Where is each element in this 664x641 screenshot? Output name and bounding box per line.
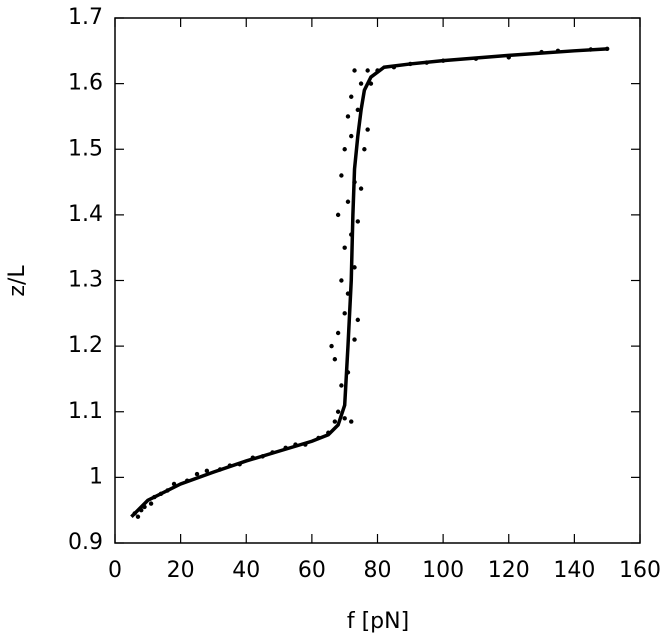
data-point (148, 501, 154, 506)
data-point (135, 514, 141, 519)
data-point (335, 409, 341, 414)
data-point (342, 311, 347, 316)
data-point (332, 419, 338, 424)
x-tick-label: 140 (553, 558, 595, 583)
data-point (365, 127, 370, 132)
data-point (194, 471, 200, 477)
x-tick-label: 60 (298, 558, 326, 583)
x-tick-label: 100 (422, 558, 464, 583)
data-point (352, 265, 357, 270)
data-point (329, 343, 334, 349)
data-point (345, 114, 351, 119)
data-point (342, 245, 347, 250)
data-point (362, 147, 367, 152)
data-point (342, 147, 347, 152)
y-tick-label: 1.1 (68, 399, 103, 424)
data-point (339, 278, 344, 283)
x-tick-label: 20 (167, 558, 195, 583)
x-tick-label: 40 (232, 558, 260, 583)
y-tick-label: 1.4 (68, 202, 103, 227)
y-tick-label: 1.5 (68, 136, 103, 161)
data-point (335, 330, 341, 336)
y-tick-label: 1.7 (68, 5, 103, 30)
data-point (204, 468, 210, 474)
y-tick-label: 1.3 (68, 268, 103, 293)
data-point (349, 133, 354, 139)
y-axis-label: z/L (5, 265, 30, 297)
plot-frame (114, 17, 641, 544)
y-tick-label: 0.9 (68, 530, 103, 555)
data-point (365, 68, 370, 73)
y-tick-label: 1.2 (68, 333, 103, 358)
fit-line (130, 47, 608, 518)
y-tick-label: 1 (89, 464, 103, 489)
data-point (352, 337, 357, 342)
data-point (339, 383, 344, 388)
data-point (349, 419, 354, 424)
data-point (339, 173, 344, 178)
x-axis-label: f [pN] (347, 609, 409, 634)
data-point (352, 68, 357, 73)
data-point (332, 357, 338, 362)
data-point (358, 186, 364, 191)
data-point (335, 212, 341, 218)
x-tick-label: 120 (488, 558, 530, 583)
x-tick-label: 160 (619, 558, 661, 583)
x-tick-label: 0 (108, 558, 122, 583)
x-tick-label: 80 (364, 558, 392, 583)
data-point (349, 94, 354, 99)
data-point (345, 199, 351, 204)
data-point (342, 416, 347, 421)
data-point (358, 81, 364, 86)
data-point (355, 219, 361, 224)
y-tick-label: 1.6 (68, 71, 103, 96)
data-point (355, 317, 361, 323)
data-point (355, 107, 361, 113)
